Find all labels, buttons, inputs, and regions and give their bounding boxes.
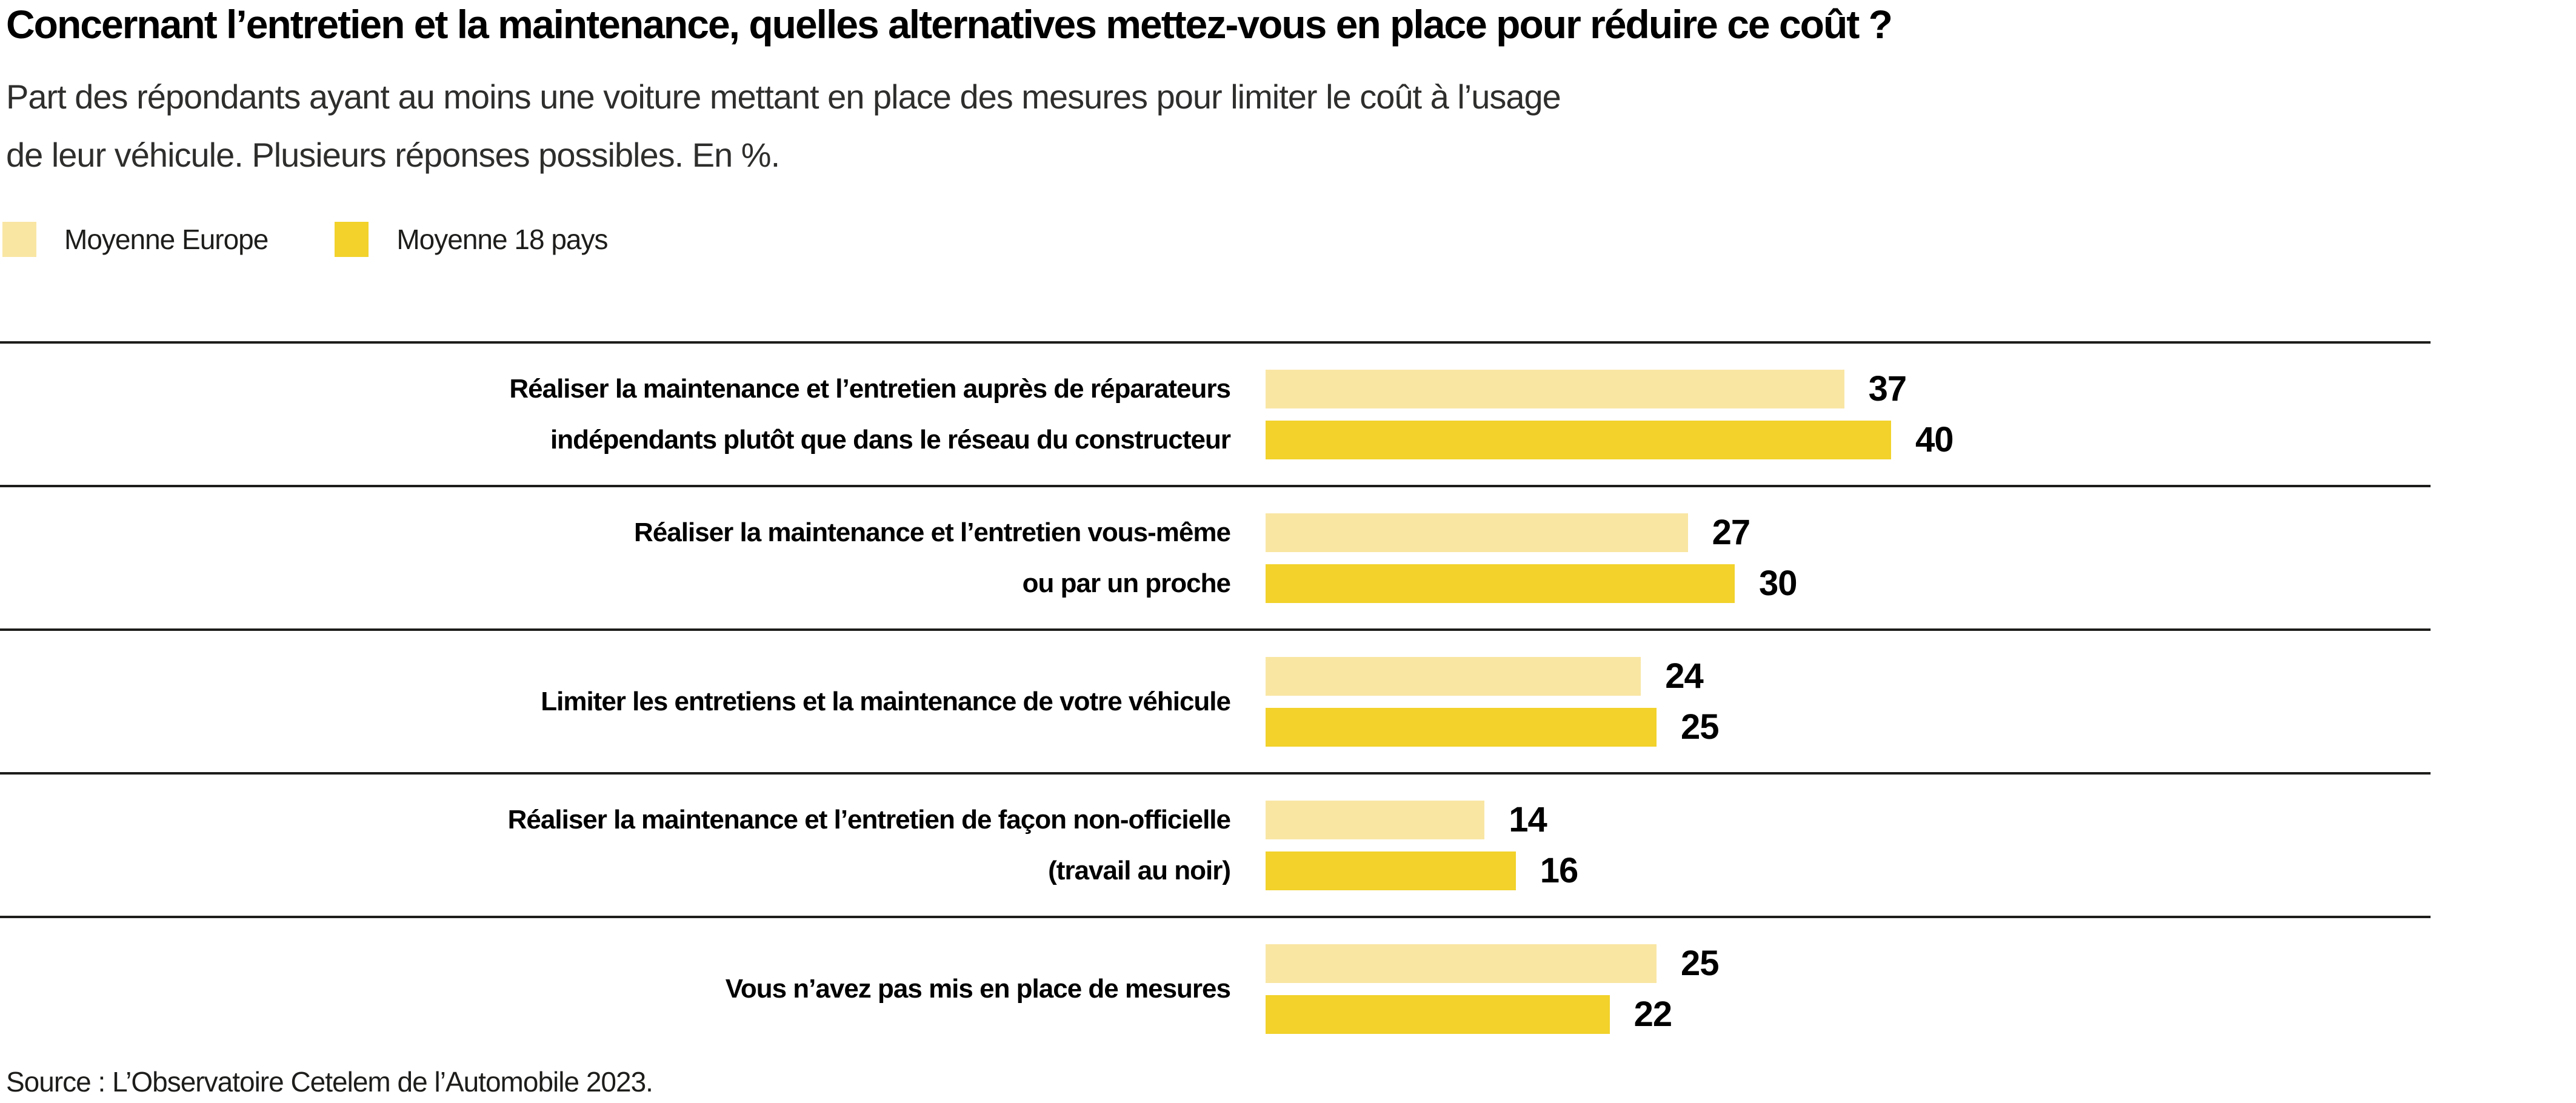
value-label-europe: 27 xyxy=(1712,513,1751,552)
bar-europe xyxy=(1266,369,1844,408)
value-label-europe: 37 xyxy=(1868,369,1907,408)
category-label-line: Vous n’avez pas mis en place de mesures xyxy=(725,973,1231,1004)
category-label: Vous n’avez pas mis en place de mesures xyxy=(0,918,1231,1059)
legend-item-18pays: Moyenne 18 pays xyxy=(335,222,609,257)
value-label-18pays: 25 xyxy=(1681,707,1720,747)
value-label-18pays: 30 xyxy=(1759,564,1798,603)
bar-line-europe: 14 xyxy=(1266,799,1578,840)
category-label-line: (travail au noir) xyxy=(1048,855,1231,885)
bar-18pays xyxy=(1266,707,1657,747)
bar-line-18pays: 22 xyxy=(1266,994,1719,1035)
bar-pair: 27 30 xyxy=(1266,487,1798,628)
source-note: Source : L’Observatoire Cetelem de l’Aut… xyxy=(6,1066,653,1098)
value-label-europe: 24 xyxy=(1665,656,1704,696)
bar-line-europe: 25 xyxy=(1266,943,1720,984)
category-label-line: indépendants plutôt que dans le réseau d… xyxy=(550,424,1231,455)
category-label: Réaliser la maintenance et l’entretien a… xyxy=(0,344,1231,485)
bar-line-18pays: 30 xyxy=(1266,563,1798,604)
bar-18pays xyxy=(1266,420,1891,459)
chart-row: Réaliser la maintenance et l’entretien a… xyxy=(0,341,2431,485)
bar-line-europe: 24 xyxy=(1266,656,1719,696)
subtitle-line-1: Part des répondants ayant au moins une v… xyxy=(6,78,1561,116)
category-label-line: Réaliser la maintenance et l’entretien a… xyxy=(509,373,1231,404)
category-label: Réaliser la maintenance et l’entretien v… xyxy=(0,487,1231,628)
bar-pair: 24 25 xyxy=(1266,631,1720,772)
legend-swatch-europe-icon xyxy=(2,222,36,257)
category-label-line: Réaliser la maintenance et l’entretien d… xyxy=(507,804,1231,835)
bar-18pays xyxy=(1266,995,1610,1034)
chart-legend: Moyenne Europe Moyenne 18 pays xyxy=(2,222,609,257)
category-label: Réaliser la maintenance et l’entretien d… xyxy=(0,775,1231,916)
bar-line-18pays: 16 xyxy=(1266,850,1578,891)
chart-subtitle: Part des répondants ayant au moins une v… xyxy=(6,68,1561,185)
bar-europe xyxy=(1266,656,1641,696)
value-label-europe: 25 xyxy=(1681,944,1720,983)
bar-line-18pays: 25 xyxy=(1266,707,1720,747)
value-label-18pays: 40 xyxy=(1915,420,1954,459)
subtitle-line-2: de leur véhicule. Plusieurs réponses pos… xyxy=(6,136,780,175)
category-label-line: Limiter les entretiens et la maintenance… xyxy=(541,686,1231,716)
value-label-europe: 14 xyxy=(1509,800,1547,839)
bar-18pays xyxy=(1266,564,1735,603)
category-label-line: ou par un proche xyxy=(1022,568,1231,598)
bar-europe xyxy=(1266,944,1657,983)
bar-line-europe: 37 xyxy=(1266,368,1954,409)
category-label: Limiter les entretiens et la maintenance… xyxy=(0,631,1231,772)
legend-label-europe: Moyenne Europe xyxy=(64,224,269,255)
chart-row: Réaliser la maintenance et l’entretien v… xyxy=(0,485,2431,628)
bar-pair: 14 16 xyxy=(1266,775,1578,916)
bar-18pays xyxy=(1266,851,1516,890)
legend-swatch-18pays-icon xyxy=(335,222,369,257)
legend-label-18pays: Moyenne 18 pays xyxy=(396,224,608,255)
bar-europe xyxy=(1266,800,1485,839)
bar-pair: 25 22 xyxy=(1266,918,1720,1059)
chart-row: Réaliser la maintenance et l’entretien d… xyxy=(0,772,2431,916)
category-label-line: Réaliser la maintenance et l’entretien v… xyxy=(634,517,1231,547)
legend-item-europe: Moyenne Europe xyxy=(2,222,269,257)
page-title: Concernant l’entretien et la maintenance… xyxy=(6,2,1893,47)
bar-chart: Réaliser la maintenance et l’entretien a… xyxy=(0,341,2431,1059)
value-label-18pays: 22 xyxy=(1633,995,1673,1034)
bar-pair: 37 40 xyxy=(1266,344,1954,485)
chart-row: Vous n’avez pas mis en place de mesures … xyxy=(0,916,2431,1059)
bar-line-europe: 27 xyxy=(1266,512,1797,553)
bar-europe xyxy=(1266,513,1688,552)
bar-line-18pays: 40 xyxy=(1266,419,1954,460)
chart-row: Limiter les entretiens et la maintenance… xyxy=(0,628,2431,772)
value-label-18pays: 16 xyxy=(1540,851,1579,890)
